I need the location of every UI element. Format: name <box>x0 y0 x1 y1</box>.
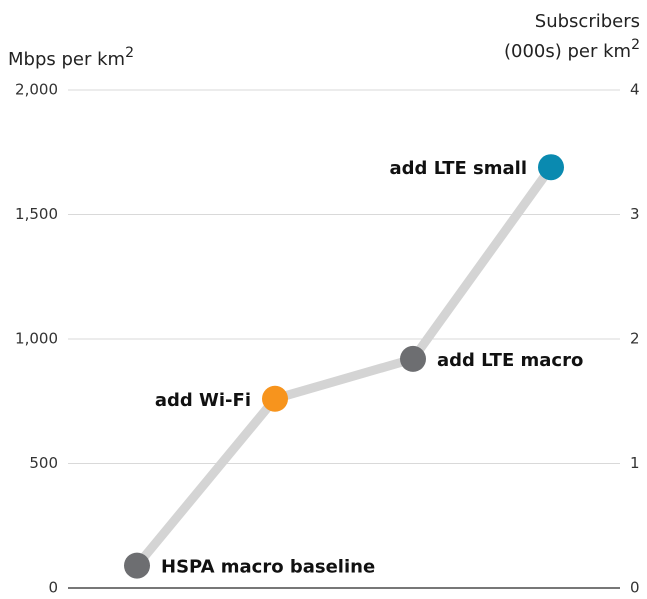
y2-axis-title: Subscribers <box>535 11 640 32</box>
y2-axis-title: (000s) per km2 <box>504 37 640 62</box>
point <box>538 154 564 181</box>
point-label: HSPA macro baseline <box>161 557 375 578</box>
point-label: add Wi-Fi <box>155 390 251 411</box>
y-tick-label: 500 <box>29 454 58 472</box>
y2-tick-label: 2 <box>630 330 640 348</box>
y-tick-label: 1,000 <box>15 330 58 348</box>
y-tick-label: 1,500 <box>15 205 58 223</box>
y2-tick-label: 4 <box>630 81 640 99</box>
point <box>400 345 426 372</box>
point-label: add LTE macro <box>437 350 583 371</box>
y2-tick-label: 1 <box>630 454 640 472</box>
y2-tick-label: 0 <box>630 579 640 597</box>
y-axis-title: Mbps per km2 <box>8 45 134 70</box>
point-label: add LTE small <box>390 158 527 179</box>
y-tick-label: 2,000 <box>15 81 58 99</box>
line <box>133 164 555 569</box>
y2-tick-label: 3 <box>630 205 640 223</box>
point <box>124 552 150 579</box>
y-tick-label: 0 <box>48 579 58 597</box>
point <box>262 385 288 412</box>
